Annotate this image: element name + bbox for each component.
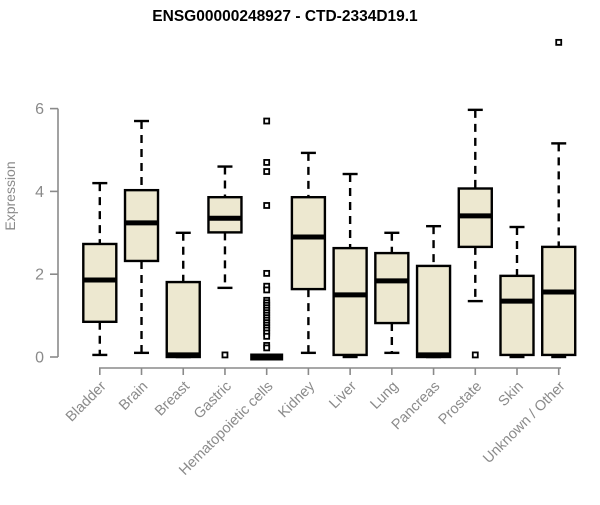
x-tick-label: Bladder — [63, 378, 110, 425]
boxplot-skin — [499, 225, 535, 359]
iqr-box — [123, 188, 160, 263]
boxplot-breast — [165, 231, 201, 359]
boxplot-brain — [123, 119, 160, 355]
outlier-point — [263, 117, 271, 125]
x-tick-label: Brain — [116, 379, 151, 414]
outlier-point — [221, 351, 229, 359]
x-tick-label: Skin — [496, 379, 527, 410]
x-tick-label: Prostate — [436, 379, 485, 428]
iqr-box — [207, 195, 243, 234]
outlier-point — [263, 159, 271, 166]
boxplot-kidney — [290, 151, 327, 355]
outlier-point — [263, 332, 271, 340]
iqr-box — [165, 280, 201, 359]
iqr-box — [415, 264, 452, 359]
y-tick-label: 2 — [35, 267, 44, 284]
boxplot-hematopoietic-cells — [250, 117, 284, 361]
iqr-box — [541, 245, 577, 357]
iqr-box — [82, 242, 118, 324]
boxplot-bladder — [82, 181, 118, 357]
y-tick-label: 4 — [35, 184, 44, 201]
iqr-box — [332, 246, 368, 357]
x-tick-label: Lung — [368, 379, 402, 413]
collapsed-box — [250, 353, 284, 361]
x-tick-label: Kidney — [276, 378, 319, 421]
boxplot-liver — [332, 172, 368, 359]
outlier-point — [471, 351, 479, 359]
y-tick-label: 0 — [35, 350, 44, 367]
outlier-point — [263, 168, 271, 175]
boxplot-prostate — [457, 108, 493, 359]
boxplot-pancreas — [415, 224, 452, 359]
y-axis: 0 2 4 6 — [35, 101, 59, 367]
outlier-point — [263, 202, 271, 209]
iqr-box — [499, 274, 535, 357]
outlier-point — [263, 286, 271, 294]
outlier-point — [263, 344, 271, 352]
y-tick-label: 6 — [35, 101, 44, 118]
y-axis-label: Expression — [2, 161, 18, 230]
x-tick-label: Breast — [152, 379, 193, 420]
boxplot-unknown-other — [541, 38, 577, 359]
chart-title: ENSG00000248927 - CTD-2334D19.1 — [152, 8, 418, 25]
outlier-point — [263, 269, 271, 277]
boxplot-lung — [374, 231, 410, 355]
iqr-box — [374, 251, 410, 325]
x-tick-label: Liver — [326, 378, 360, 412]
iqr-box — [290, 195, 327, 291]
box-series — [82, 38, 577, 361]
boxplot-gastric — [207, 165, 243, 359]
outlier-point — [555, 38, 563, 46]
